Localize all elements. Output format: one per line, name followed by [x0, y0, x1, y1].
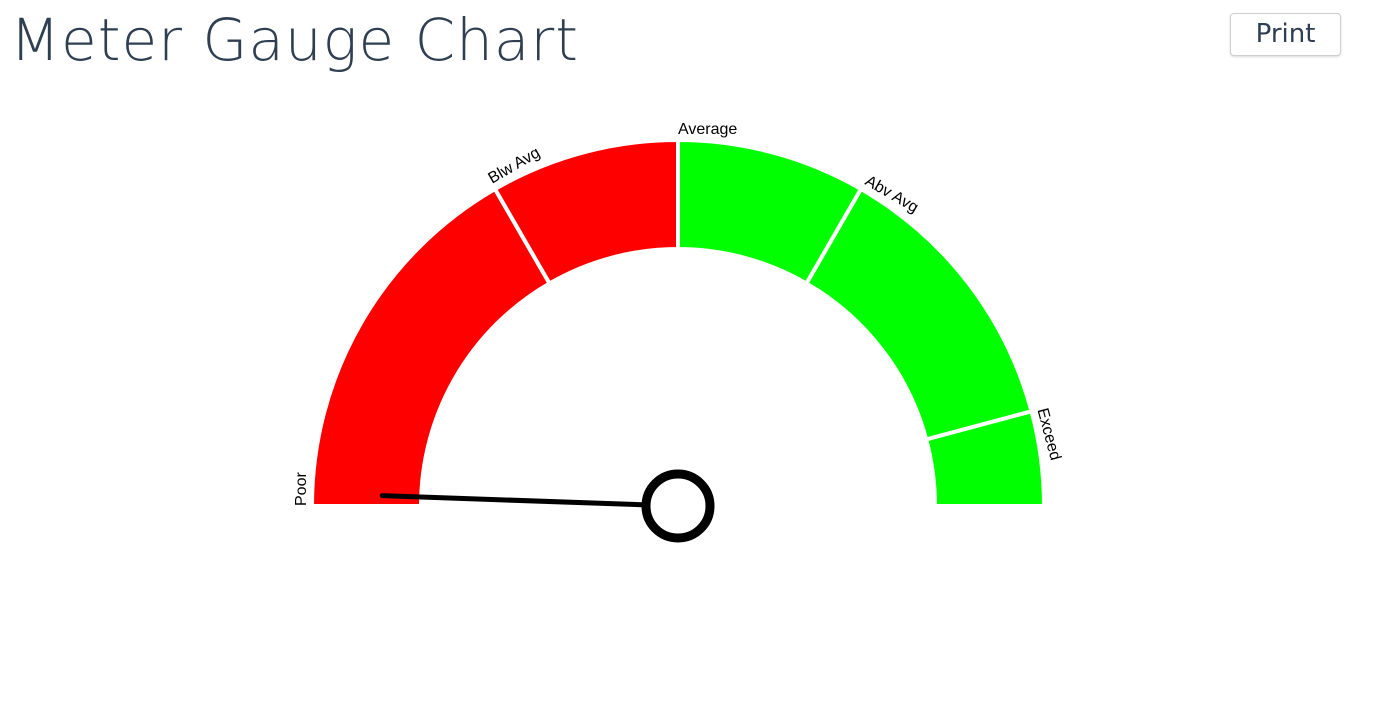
- segment-label: Average: [678, 121, 737, 138]
- print-button[interactable]: Print: [1230, 13, 1341, 56]
- gauge-segment-abv-avg: [803, 186, 1034, 442]
- segment-label: Poor: [293, 472, 310, 506]
- page-title: Meter Gauge Chart: [10, 6, 579, 74]
- gauge-segments: [309, 137, 1047, 508]
- gauge-needle-hub: [641, 469, 715, 543]
- gauge-needle: [379, 493, 681, 509]
- gauge-segment-exceed: [923, 408, 1047, 508]
- gauge-segment-poor: [309, 186, 553, 508]
